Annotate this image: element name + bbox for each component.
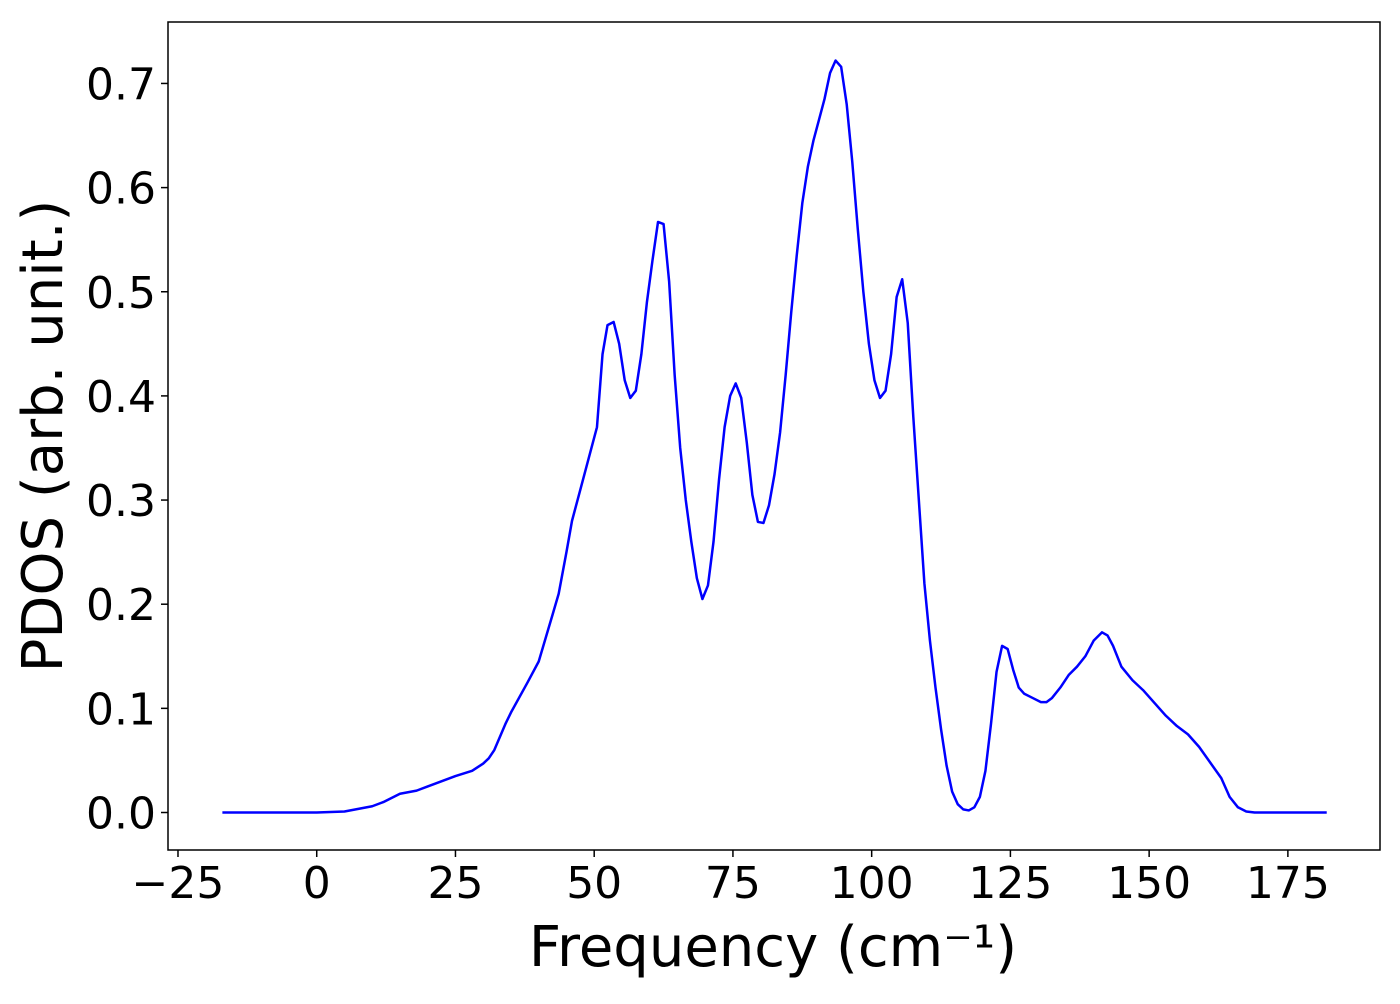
x-tick-label: 175 [1246,858,1330,909]
y-tick-label: 0.1 [86,684,156,735]
y-tick-label: 0.3 [86,476,156,527]
x-tick-label: 75 [705,858,761,909]
x-tick-label: 100 [830,858,914,909]
y-tick-label: 0.0 [86,789,156,840]
x-tick-label: 25 [427,858,483,909]
y-tick-label: 0.4 [86,372,156,423]
data-line [222,59,1327,814]
x-tick-label: 150 [1107,858,1191,909]
x-axis-label: Frequency (cm⁻¹) [529,915,1017,980]
x-tick-label: −25 [132,858,225,909]
y-tick-label: 0.2 [86,580,156,631]
x-tick-label: 125 [968,858,1052,909]
x-tick-label: 0 [303,858,331,909]
y-tick-label: 0.5 [86,268,156,319]
x-tick-label: 50 [566,858,622,909]
y-tick-label: 0.7 [86,59,156,110]
plot-frame [167,21,1381,851]
y-tick-label: 0.6 [86,164,156,215]
y-axis-label: PDOS (arb. unit.) [11,200,76,673]
